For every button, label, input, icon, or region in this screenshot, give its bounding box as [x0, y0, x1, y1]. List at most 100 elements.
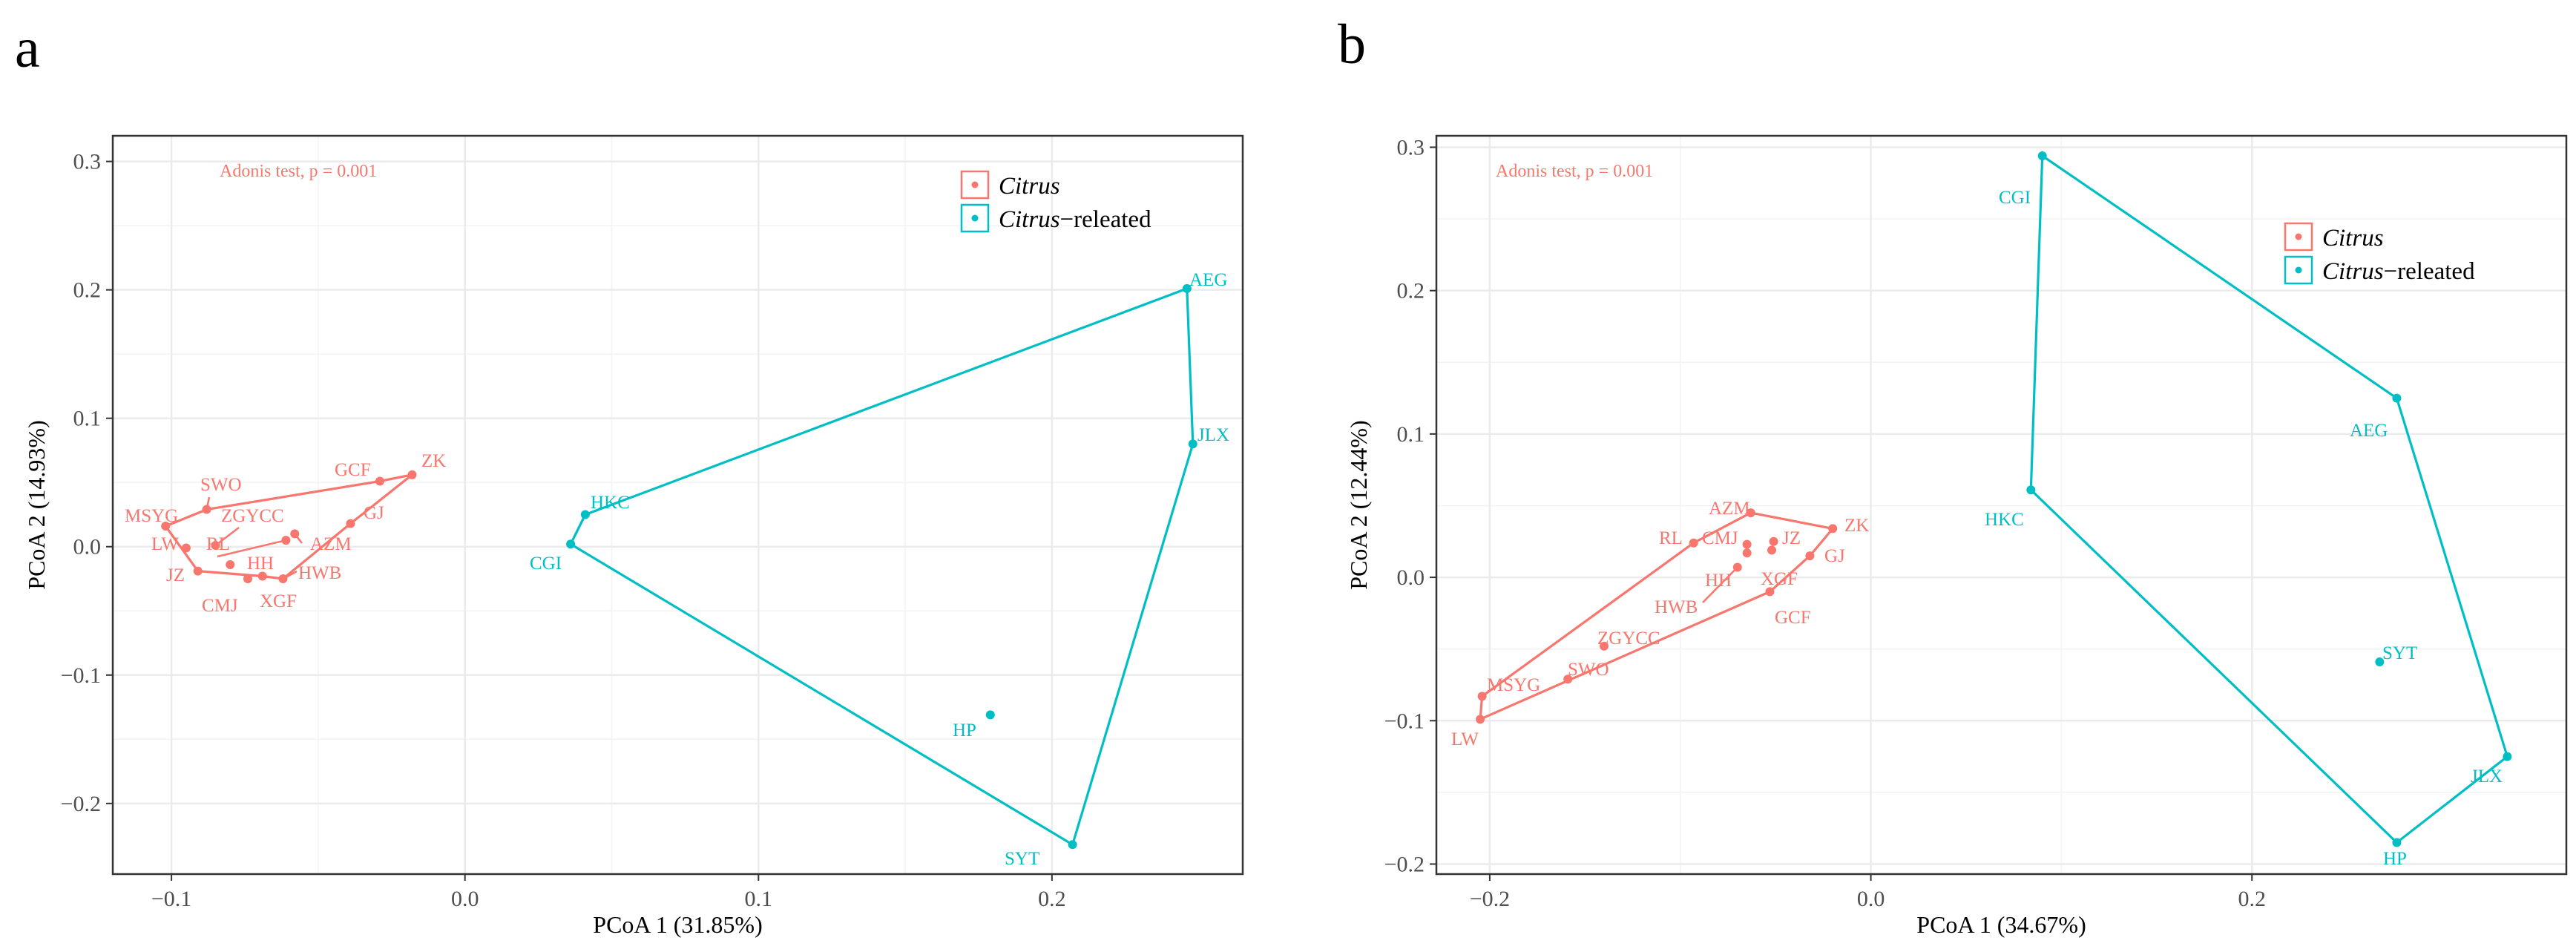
point-label-rl: RL [1659, 528, 1683, 548]
point-zk [1828, 524, 1838, 534]
point-label-cgi: CGI [530, 554, 562, 574]
point-hp [985, 710, 995, 720]
adonis-annotation: Adonis test, p = 0.001 [220, 162, 377, 181]
point-label-cmj: CMJ [202, 596, 238, 616]
legend-key-dot [971, 181, 979, 188]
point-jlx [1188, 439, 1197, 449]
y-tick-label: 0.2 [1397, 279, 1425, 303]
point-xgf [257, 571, 267, 581]
point-label-swo: SWO [1568, 660, 1609, 680]
point-gj [1805, 551, 1815, 561]
legend-label-italic: Citrus [2322, 225, 2384, 252]
point-rl [1689, 538, 1698, 548]
point-label-aeg: AEG [2350, 421, 2388, 441]
x-axis-title: PCoA 1 (31.85%) [593, 911, 762, 938]
point-zgycc [1600, 641, 1609, 651]
point-label-zk: ZK [421, 451, 446, 471]
point-aeg [2392, 393, 2402, 403]
y-tick-label: 0.3 [73, 150, 102, 174]
point-jz [193, 566, 203, 576]
x-tick-label: 0.0 [1857, 887, 1885, 911]
point-gcf [1765, 587, 1775, 597]
label-leader-line [294, 533, 303, 544]
point-label-aeg: AEG [1189, 270, 1227, 290]
point-lw [181, 543, 191, 553]
y-tick-label: 0.3 [1397, 135, 1425, 160]
y-tick-label: −0.2 [1384, 852, 1425, 876]
legend-key-dot [2295, 233, 2302, 240]
point-hkc [2026, 485, 2036, 495]
plot-frame [111, 134, 1244, 876]
panel-a: a −0.1 0.0 0.1 0.2 −0.2 −0.1 0.0 0.1 0.2 0.3 ZK GCF G… [15, 17, 1244, 938]
x-tick-label: 0.1 [745, 887, 773, 911]
label-leader-line [282, 570, 298, 580]
legend-key-dot [2295, 266, 2302, 274]
point-xgf [1767, 545, 1777, 555]
legend-label-suffix: −releated [1060, 206, 1152, 233]
legend-label-italic: Citrus [2322, 258, 2384, 285]
point-cgi [566, 539, 576, 549]
point-cgi [2037, 151, 2047, 161]
point-lw [1476, 715, 1485, 724]
point-swo [1563, 674, 1573, 684]
point-label-hp: HP [953, 720, 976, 741]
point-label-hwb: HWB [298, 563, 341, 583]
legend-label-citrus: Citrus [999, 173, 1060, 200]
panel-letter: b [1338, 13, 1366, 76]
point-label-xgf: XGF [1761, 569, 1798, 589]
hull-polygon [2029, 154, 2508, 844]
point-hkc [580, 510, 590, 519]
panel-b: b −0.2 0.0 0.2 −0.2 −0.1 0.0 0.1 0.2 0.3 ZK AZM RL CM… [1338, 13, 2568, 938]
point-syt [2375, 657, 2385, 667]
label-leader-line [214, 527, 240, 547]
point-hp [2392, 838, 2402, 847]
series-citrus-releated: AEG JLX HKC CGI HP SYT [530, 270, 1229, 869]
point-jlx [2503, 752, 2512, 761]
point-label-hp: HP [2383, 849, 2407, 869]
point-label-zgycc: ZGYCC [221, 506, 284, 526]
point-cmj [243, 574, 252, 583]
point-label-hkc: HKC [591, 493, 630, 513]
panel-letter: a [15, 17, 40, 79]
point-jz [1769, 536, 1778, 546]
point-label-gcf: GCF [335, 460, 371, 480]
point-label-hh: HH [247, 554, 274, 574]
point-label-swo: SWO [200, 475, 242, 495]
point-label-msyg: MSYG [1487, 675, 1540, 695]
legend-label-italic: Citrus [999, 173, 1060, 200]
point-label-syt: SYT [2382, 643, 2417, 663]
legend-label-citrus-releated: Citrus−releated [2322, 258, 2475, 285]
point-label-lw: LW [1451, 729, 1479, 749]
x-tick-label: −0.1 [151, 887, 191, 911]
point-syt [1068, 840, 1077, 850]
point-label-jlx: JLX [1197, 425, 1229, 445]
point-cmj [1742, 539, 1752, 549]
point-label-gj: GJ [364, 503, 384, 523]
point-hh [1742, 548, 1752, 558]
legend-key-citrus [2284, 222, 2313, 252]
x-axis-title: PCoA 1 (34.67%) [1916, 911, 2086, 938]
point-gj [346, 519, 355, 528]
legend-key-dot [971, 214, 979, 222]
point-label-zgycc: ZGYCC [1597, 628, 1660, 649]
point-label-msyg: MSYG [125, 506, 178, 526]
hull-polygon [569, 287, 1195, 846]
legend-label-suffix: −releated [2384, 258, 2476, 285]
x-tick-label: 0.0 [451, 887, 479, 911]
point-label-hkc: HKC [1985, 510, 2024, 530]
point-aeg [1182, 283, 1192, 293]
x-tick-label: 0.2 [1038, 887, 1066, 911]
plot-frame [1435, 134, 2568, 876]
label-leader-line [217, 539, 286, 558]
point-label-azm: AZM [310, 534, 352, 554]
y-tick-label: −0.2 [61, 792, 101, 816]
adonis-annotation: Adonis test, p = 0.001 [1496, 162, 1653, 181]
y-tick-label: −0.1 [61, 663, 101, 688]
point-label-azm: AZM [1709, 499, 1750, 519]
point-label-lw: LW [151, 534, 179, 554]
point-label-hwb: HWB [1655, 597, 1698, 617]
legend-label-citrus: Citrus [2322, 225, 2384, 252]
point-msyg [1477, 692, 1487, 701]
y-axis-title: PCoA 2 (14.93%) [23, 420, 50, 589]
